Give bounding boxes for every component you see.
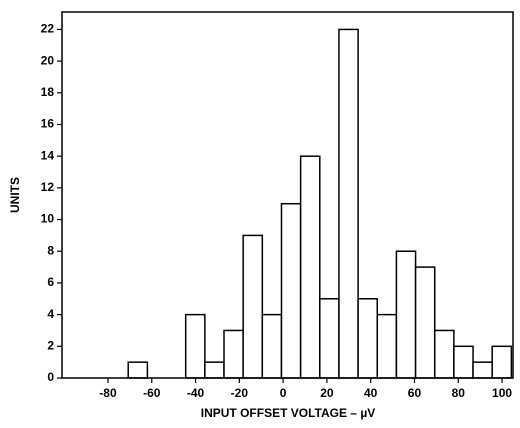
bar: [453, 345, 474, 379]
x-tick-label: 80: [452, 386, 466, 400]
y-tick-label: 18: [41, 85, 55, 99]
y-tick-label: 2: [47, 338, 54, 352]
x-axis-label: INPUT OFFSET VOLTAGE – µV: [201, 406, 375, 420]
bar: [204, 361, 225, 379]
bar: [357, 298, 379, 379]
y-tick-label: 10: [41, 212, 55, 226]
y-tick-label: 12: [41, 180, 55, 194]
bar: [280, 202, 302, 379]
bar: [184, 313, 206, 379]
bar: [414, 266, 436, 379]
bar: [472, 361, 493, 379]
x-tick-label: -40: [187, 386, 205, 400]
bar: [319, 298, 340, 379]
plot-frame: [61, 11, 514, 379]
x-tick-label: 40: [364, 386, 378, 400]
bar: [127, 361, 149, 379]
bar: [338, 28, 359, 379]
x-tick-label: -60: [143, 386, 161, 400]
bar: [433, 329, 455, 379]
x-tick-label: 0: [280, 386, 287, 400]
y-tick-label: 8: [47, 243, 54, 257]
y-tick-label: 16: [41, 117, 55, 131]
x-tick-label: 20: [320, 386, 334, 400]
x-tick-label: 60: [408, 386, 422, 400]
y-tick-label: 22: [41, 22, 55, 36]
bar: [299, 155, 321, 379]
y-tick-label: 0: [47, 370, 54, 384]
y-axis-label: UNITS: [8, 177, 22, 213]
bar: [376, 313, 398, 379]
y-tick-label: 4: [47, 307, 54, 321]
bar: [223, 329, 244, 379]
bar: [395, 250, 417, 379]
y-tick-label: 14: [41, 148, 55, 162]
bar: [261, 313, 283, 379]
y-tick-label: 20: [41, 53, 55, 67]
x-tick-label: -20: [231, 386, 249, 400]
y-tick-label: 6: [47, 275, 54, 289]
bar: [491, 345, 513, 379]
x-tick-label: -80: [99, 386, 117, 400]
bar: [242, 234, 264, 379]
x-tick-label: 100: [492, 386, 512, 400]
